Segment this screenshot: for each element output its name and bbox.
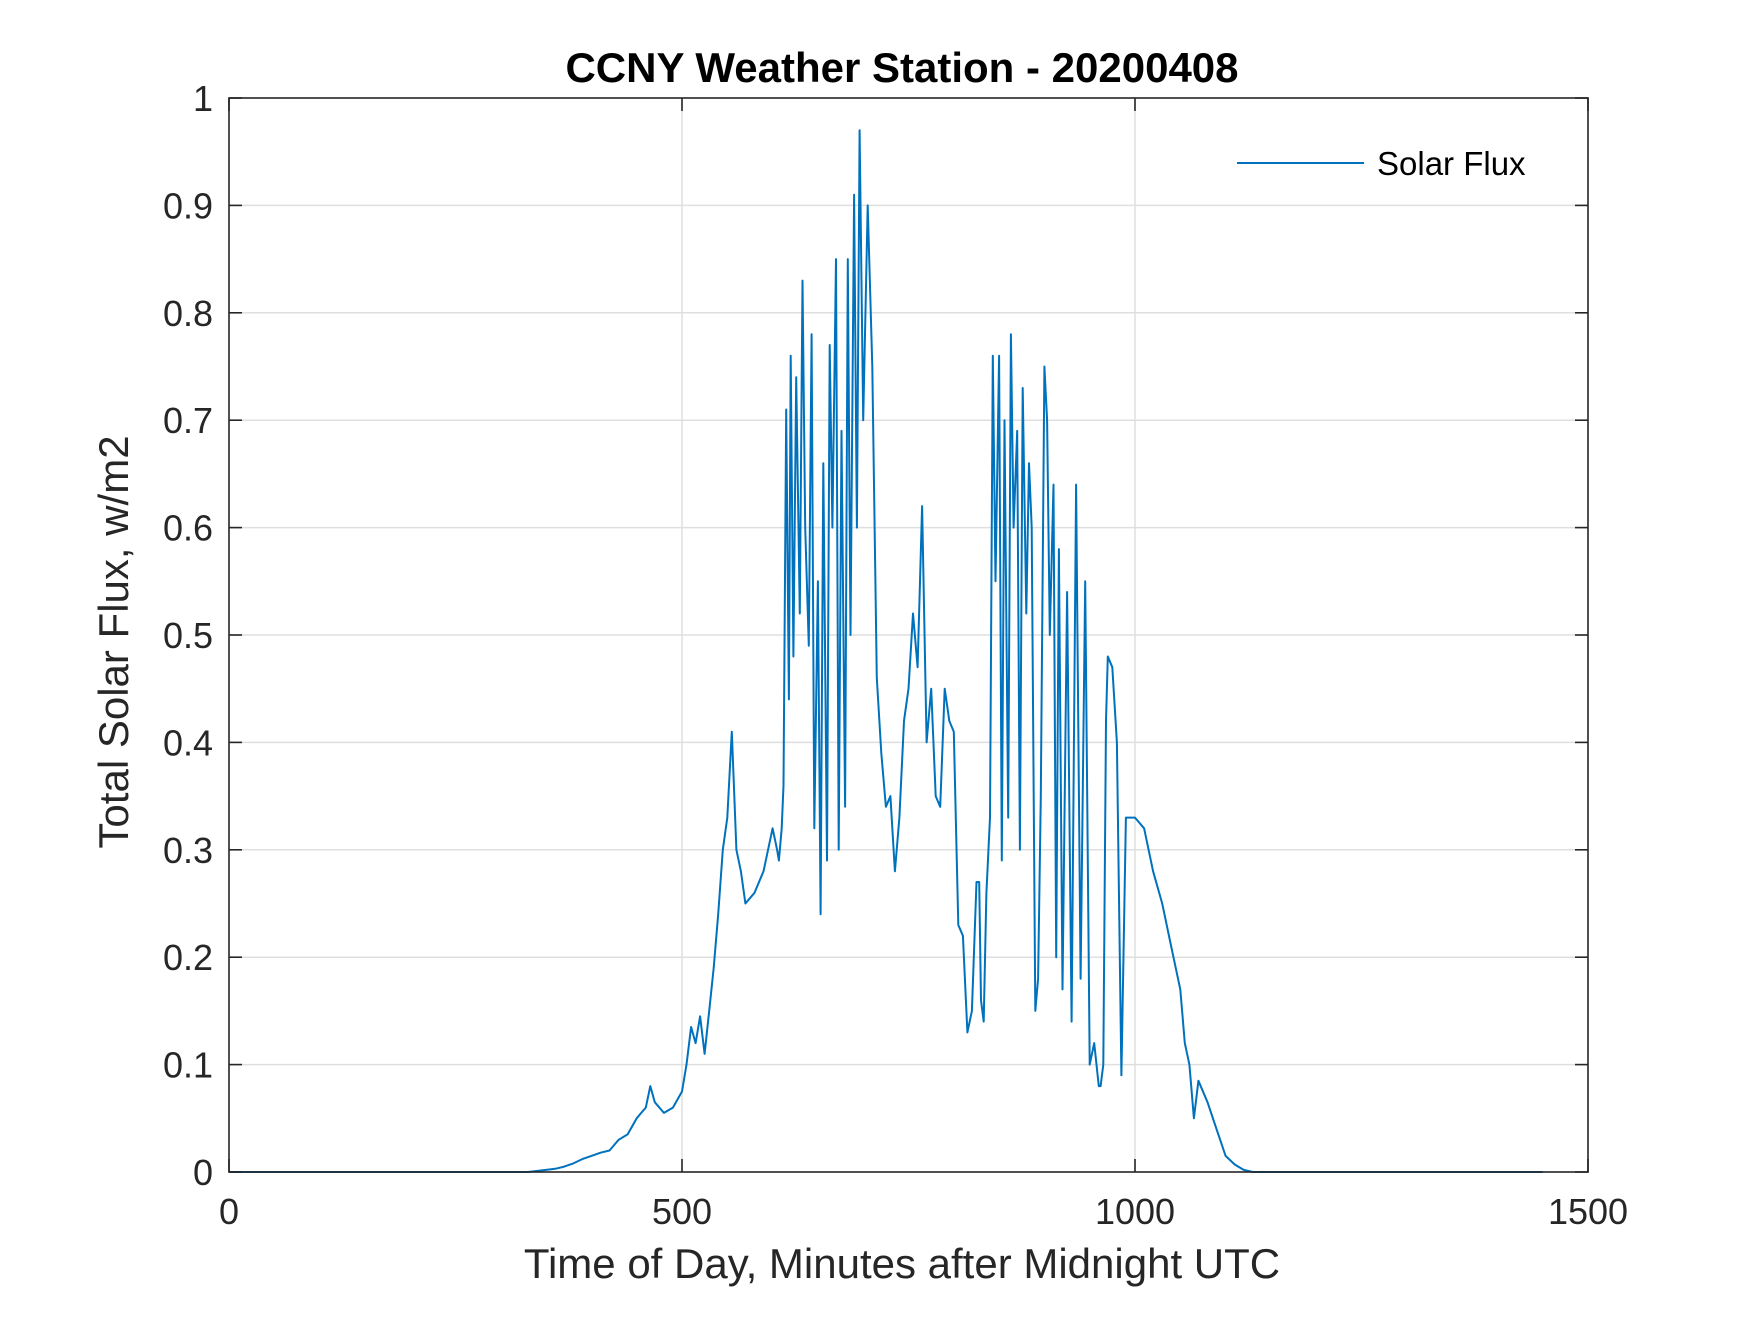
- grid: [229, 98, 1588, 1172]
- y-tick-label-7: 0.7: [163, 400, 213, 441]
- series-line-solar-flux: [229, 129, 1543, 1173]
- y-axis-title: Total Solar Flux, w/m2: [90, 435, 137, 848]
- y-tick-label-10: 1: [193, 78, 213, 119]
- legend-label-solar-flux: Solar Flux: [1377, 145, 1526, 182]
- y-tick-label-8: 0.8: [163, 293, 213, 334]
- x-tick-label-1: 500: [652, 1191, 712, 1232]
- legend-box: [1225, 136, 1565, 196]
- axes: [228, 97, 1589, 1173]
- y-tick-label-9: 0.9: [163, 185, 213, 226]
- y-tick-label-1: 0.1: [163, 1045, 213, 1086]
- y-tick-label-4: 0.4: [163, 722, 213, 763]
- y-tick-label-5: 0.5: [163, 615, 213, 656]
- x-tick-label-0: 0: [219, 1191, 239, 1232]
- x-axis-title: Time of Day, Minutes after Midnight UTC: [524, 1240, 1280, 1287]
- legend: Solar Flux: [1225, 136, 1565, 196]
- y-tick-label-6: 0.6: [163, 508, 213, 549]
- chart-title: CCNY Weather Station - 20200408: [565, 44, 1238, 91]
- y-tick-label-3: 0.3: [163, 830, 213, 871]
- x-tick-label-3: 1500: [1548, 1191, 1628, 1232]
- tick-labels: 0 500 1000 1500 0 0.1 0.2 0.3 0.4 0.5 0.6 0.7 0.8 0.9…: [163, 78, 1628, 1232]
- y-tick-label-0: 0: [193, 1152, 213, 1193]
- y-tick-label-2: 0.2: [163, 937, 213, 978]
- series-layer: [229, 129, 1543, 1173]
- x-tick-label-2: 1000: [1095, 1191, 1175, 1232]
